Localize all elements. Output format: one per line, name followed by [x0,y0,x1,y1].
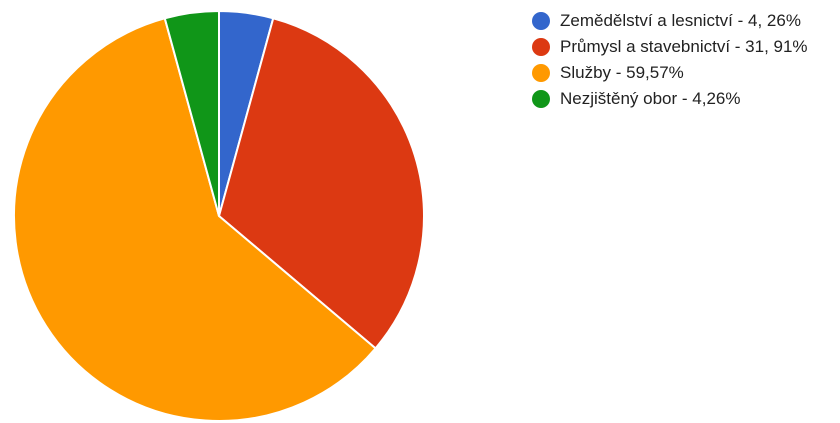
legend-item-sluzby: Služby - 59,57% [532,61,832,85]
pie-slice-sluzby [13,17,377,422]
legend-swatch-nezjisteny [532,90,550,108]
legend-swatch-sluzby [532,64,550,82]
pie-slice-nezjisteny [163,10,220,217]
legend-label-prumysl: Průmysl a stavebnictví - 31, 91% [560,37,808,56]
pie-slice-prumysl [218,17,425,350]
legend-item-zemedelstvi: Zemědělství a lesnictví - 4, 26% [532,9,832,33]
legend-swatch-zemedelstvi [532,12,550,30]
legend-item-prumysl: Průmysl a stavebnictví - 31, 91% [532,35,832,59]
legend-swatch-prumysl [532,38,550,56]
legend-item-nezjisteny: Nezjištěný obor - 4,26% [532,87,832,111]
legend: Zemědělství a lesnictví - 4, 26% Průmysl… [532,9,832,113]
legend-label-sluzby: Služby - 59,57% [560,63,684,82]
legend-label-nezjisteny: Nezjištěný obor - 4,26% [560,89,741,108]
legend-label-zemedelstvi: Zemědělství a lesnictví - 4, 26% [560,11,801,30]
